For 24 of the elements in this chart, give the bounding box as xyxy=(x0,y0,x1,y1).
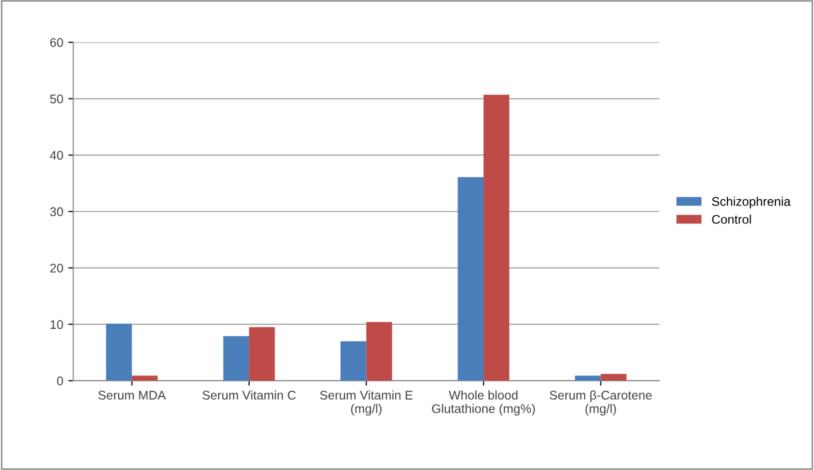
x-tick-label: Serum Vitamin C xyxy=(202,390,296,400)
y-tick-label: 20 xyxy=(50,264,64,273)
bar xyxy=(366,322,392,381)
bar xyxy=(132,376,158,381)
legend-label: Schizophrenia xyxy=(712,196,791,208)
bar xyxy=(458,177,484,381)
y-tick-label: 60 xyxy=(50,38,64,47)
x-tick-label: Whole blood Glutathione (mg%) xyxy=(432,390,535,416)
y-tick-label: 40 xyxy=(50,150,64,160)
y-tick-label: 30 xyxy=(50,207,64,216)
bar xyxy=(574,376,601,381)
y-tick-label: 50 xyxy=(50,94,64,104)
legend-label: Control xyxy=(712,214,751,224)
y-tick-label: 0 xyxy=(57,376,64,386)
bar xyxy=(223,336,250,381)
x-tick-label: Serum β-Carotene (mg/l) xyxy=(550,390,652,416)
x-tick-label: Serum MDA xyxy=(98,390,166,400)
bar xyxy=(249,327,275,381)
bar xyxy=(106,324,132,381)
bar xyxy=(340,341,366,381)
y-tick-label: 10 xyxy=(50,320,64,329)
bar xyxy=(600,374,627,381)
bar xyxy=(484,94,510,381)
x-tick-label: Serum Vitamin E (mg/l) xyxy=(320,390,413,416)
